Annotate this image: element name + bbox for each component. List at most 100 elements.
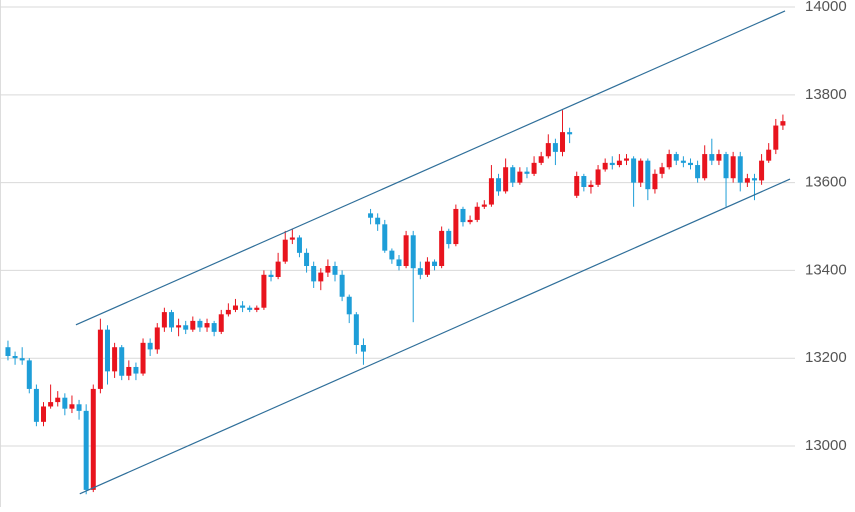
candle-body: [318, 272, 324, 282]
candle-body: [716, 154, 722, 161]
candle-body: [595, 169, 601, 185]
candle-body: [424, 261, 430, 275]
y-tick-label: 13200: [805, 349, 847, 366]
candle-body: [197, 320, 203, 328]
candle-body: [702, 154, 708, 179]
candle-body: [695, 165, 701, 179]
candle-body: [432, 261, 438, 267]
candle-body: [368, 213, 374, 218]
candle-body: [232, 305, 238, 310]
candle-body: [645, 160, 651, 190]
candle-body: [296, 237, 302, 253]
candle-body: [389, 250, 395, 260]
candle-body: [168, 312, 174, 328]
candle-body: [609, 162, 615, 166]
candle-body: [581, 176, 587, 187]
candle-body: [268, 274, 274, 277]
candle-body: [638, 160, 644, 183]
candle-body: [538, 156, 544, 163]
candle-body: [574, 176, 580, 196]
candle-body: [737, 156, 743, 183]
y-tick-label: 13400: [805, 261, 847, 278]
candle-body: [104, 329, 110, 372]
candle-body: [624, 158, 630, 161]
candle-body: [90, 388, 96, 490]
candle-body: [751, 178, 757, 181]
candle-body: [41, 406, 47, 422]
candle-body: [19, 358, 25, 361]
candle-body: [112, 347, 118, 372]
candle-body: [759, 160, 765, 181]
candle-body: [247, 307, 253, 310]
candle-body: [133, 366, 139, 374]
candle-body: [730, 156, 736, 179]
candle-body: [375, 217, 381, 225]
candle-body: [304, 252, 310, 267]
candle-body: [161, 312, 167, 328]
candle-body: [588, 184, 594, 187]
candle-body: [261, 274, 267, 308]
candle-body: [666, 154, 672, 168]
candle-body: [382, 224, 388, 251]
candle-body: [417, 268, 423, 275]
candle-body: [147, 342, 153, 350]
candle-body: [460, 208, 466, 223]
candle-body: [481, 204, 487, 207]
candle-body: [55, 397, 61, 403]
candle-body: [680, 160, 686, 163]
trend-line: [75, 10, 786, 326]
candle-body: [97, 329, 103, 389]
y-tick-label: 14000: [805, 0, 847, 15]
candle-body: [154, 327, 160, 350]
trend-line: [79, 178, 791, 495]
candle-body: [403, 235, 409, 267]
candle-body: [780, 121, 786, 126]
candle-body: [204, 323, 210, 328]
candle-body: [211, 323, 217, 332]
candle-body: [282, 239, 288, 262]
candle-body: [254, 307, 260, 310]
candle-body: [560, 132, 566, 152]
candle-body: [439, 230, 445, 267]
candle-body: [12, 355, 18, 359]
candle-body: [183, 325, 189, 330]
candle-body: [218, 314, 224, 332]
candle-body: [48, 402, 54, 407]
candle-body: [616, 160, 622, 166]
candle-body: [631, 158, 637, 183]
candle-body: [496, 178, 502, 192]
candle-body: [552, 143, 558, 152]
candle-body: [723, 154, 729, 179]
candle-body: [190, 320, 196, 330]
candle-body: [396, 259, 402, 267]
candle-body: [69, 404, 75, 409]
candle-body: [289, 237, 295, 240]
candle-body: [773, 125, 779, 150]
y-tick-label: 13800: [805, 86, 847, 103]
candle-body: [524, 171, 530, 174]
y-tick-label: 13600: [805, 174, 847, 191]
candle-body: [474, 206, 480, 220]
candle-body: [567, 132, 573, 135]
candle-body: [346, 296, 352, 315]
candle-body: [517, 171, 523, 183]
candle-body: [240, 305, 246, 308]
candle-body: [687, 162, 693, 166]
candle-body: [602, 162, 608, 170]
candle-body: [339, 274, 345, 297]
candle-body: [5, 347, 11, 356]
candle-body: [225, 309, 231, 315]
candle-body: [410, 235, 416, 269]
candle-body: [488, 178, 494, 205]
candle-body: [275, 261, 281, 277]
candle-body: [467, 219, 473, 223]
candle-body: [76, 404, 82, 411]
candle-body: [311, 266, 317, 282]
candle-body: [659, 167, 665, 174]
candle-body: [446, 230, 452, 245]
candle-body: [709, 154, 715, 161]
candle-body: [652, 173, 658, 190]
candle-body: [673, 154, 679, 161]
y-tick-label: 13000: [805, 437, 847, 454]
